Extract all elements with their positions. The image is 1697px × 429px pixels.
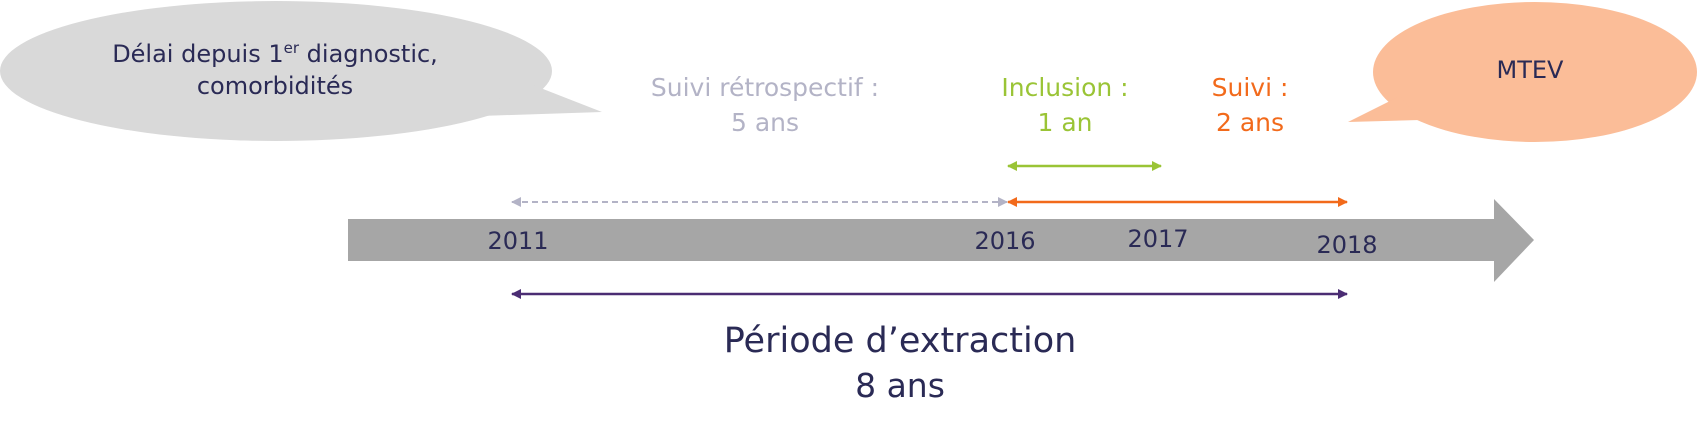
- year-label-2016: 2016: [974, 227, 1036, 255]
- extraction-period-duration: 8 ans: [855, 366, 945, 405]
- phase-suivi-title: Suivi :: [1211, 73, 1289, 102]
- phase-suivi-duration: 2 ans: [1215, 108, 1285, 137]
- bubble-left-text: Délai depuis 1er diagnostic, comorbidité…: [60, 38, 490, 102]
- phase-inclusion-duration: 1 an: [1037, 108, 1093, 137]
- superscript-er: er: [283, 39, 300, 57]
- year-label-2011: 2011: [487, 227, 549, 255]
- phase-inclusion-label: Inclusion : 1 an: [970, 70, 1160, 140]
- bubble-left-line1: Délai depuis 1er diagnostic,: [112, 39, 438, 68]
- speech-bubble-right: [1348, 2, 1697, 142]
- phase-inclusion-title: Inclusion :: [1001, 73, 1129, 102]
- phase-retro-title: Suivi rétrospectif :: [650, 73, 880, 102]
- year-label-2018: 2018: [1316, 231, 1378, 259]
- phase-retro-duration: 5 ans: [730, 108, 800, 137]
- timeline-bar: [348, 199, 1534, 282]
- speech-bubble-left: [0, 1, 602, 141]
- extraction-period-label: Période d’extraction: [723, 321, 1077, 361]
- bubble-left-line2: comorbidités: [196, 72, 354, 100]
- year-label-2017: 2017: [1127, 225, 1189, 253]
- phase-retro-label: Suivi rétrospectif : 5 ans: [600, 70, 930, 140]
- bubble-right-text: MTEV: [1496, 56, 1564, 84]
- phase-suivi-label: Suivi : 2 ans: [1170, 70, 1330, 140]
- extraction-period: Période d’extraction 8 ans: [650, 318, 1150, 408]
